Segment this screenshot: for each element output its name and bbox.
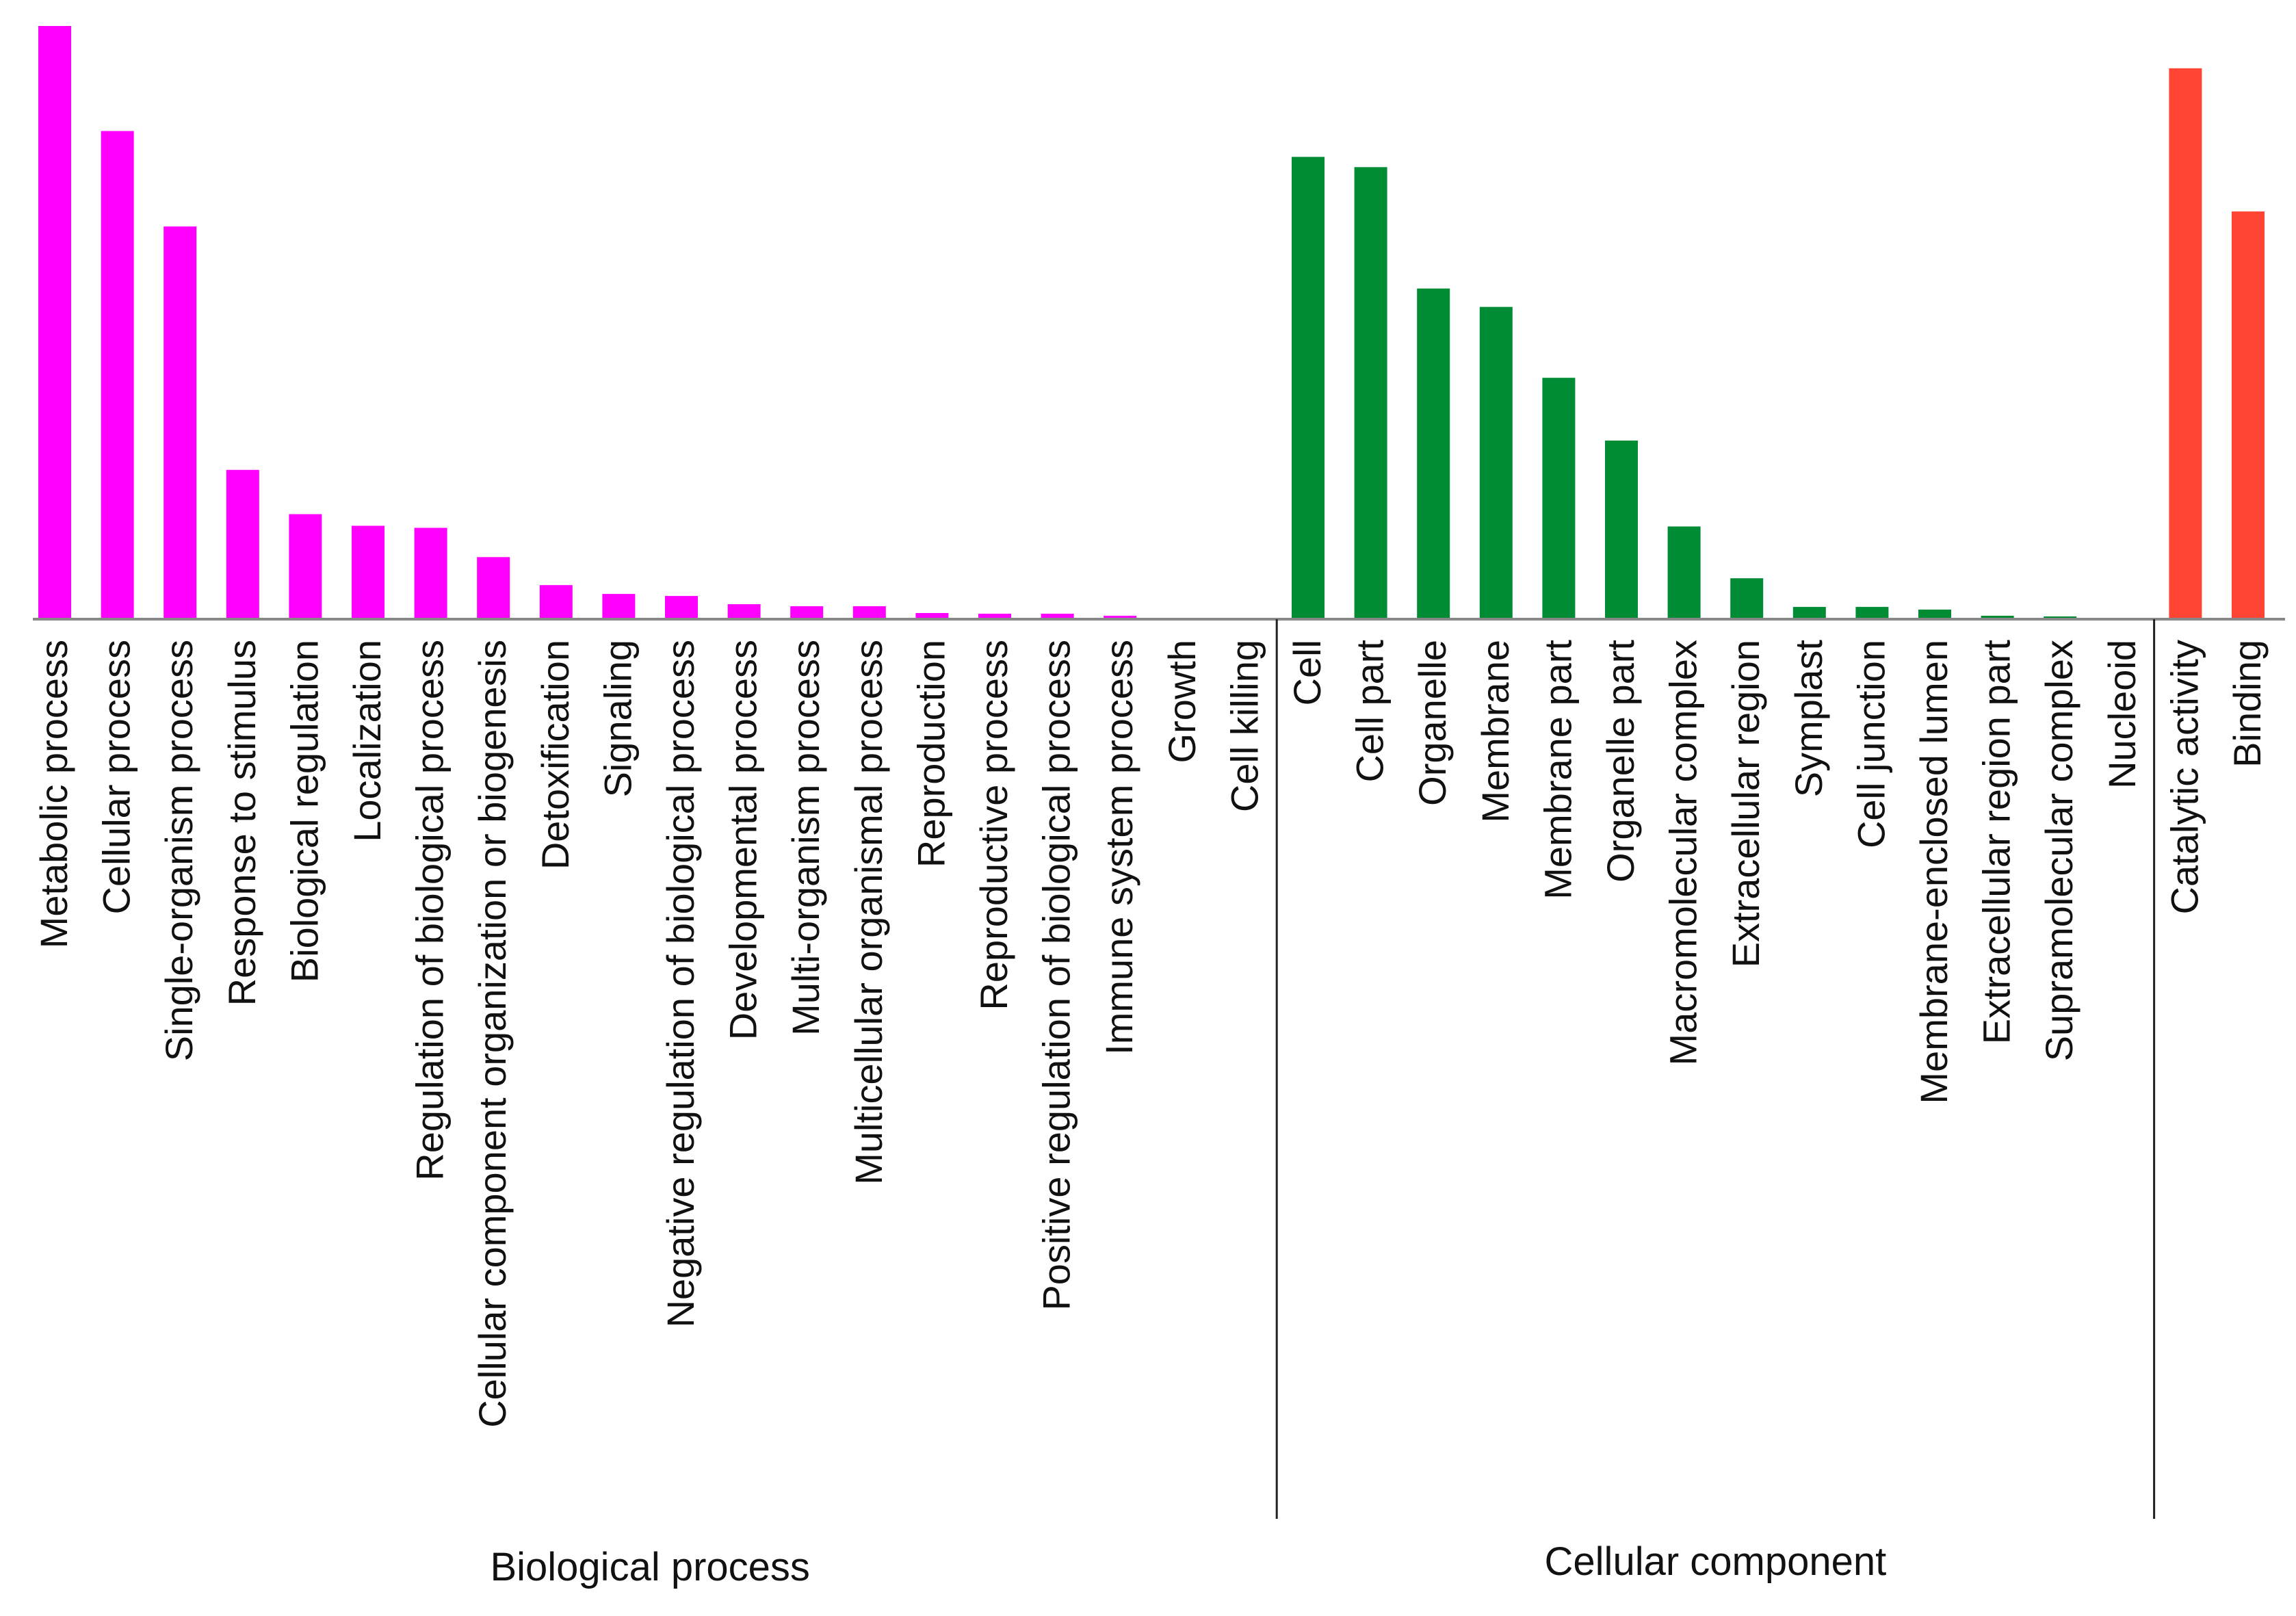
bar-reproductive-process: [978, 614, 1011, 619]
tick-label: Multi-organism process: [784, 640, 827, 1036]
tick-label: Single-organism process: [157, 640, 200, 1061]
bar-cell-junction: [1855, 607, 1889, 619]
tick-label: Organelle part: [1599, 640, 1642, 883]
category-labels-layer: Metabolic process Cellular process Single-…: [32, 640, 2269, 1428]
bar-membrane: [1479, 307, 1513, 619]
tick-label: Signaling: [596, 640, 639, 797]
bar-membrane-enclosed-lumen: [1918, 610, 1951, 619]
group-label: Biological process: [490, 1545, 809, 1589]
tick-label: Multicellular organismal process: [847, 640, 890, 1185]
bar-membrane-part: [1542, 378, 1576, 619]
tick-label: Negative regulation of biological proces…: [659, 640, 702, 1327]
bar-cell-part: [1354, 167, 1387, 620]
bar-positive-regulation-of-biological-process: [1041, 614, 1074, 619]
bar-localization: [352, 525, 384, 619]
tick-label: Organelle: [1411, 640, 1454, 806]
tick-label: Immune system process: [1097, 640, 1140, 1055]
tick-label: Extracellular region: [1724, 640, 1767, 967]
tick-label: Developmental process: [722, 640, 765, 1040]
bar-response-to-stimulus: [226, 469, 259, 619]
bar-extracellular-region-part: [1981, 616, 2014, 619]
bar-macromolecular-complex: [1667, 526, 1701, 619]
tick-label: Cell killing: [1223, 640, 1266, 812]
tick-label: Reproduction: [909, 640, 952, 868]
tick-label: Membrane-enclosed lumen: [1912, 640, 1955, 1104]
tick-label: Catalytic activity: [2163, 640, 2206, 914]
tick-label: Extracellular region part: [1975, 640, 2018, 1045]
tick-label: Response to stimulus: [220, 640, 263, 1006]
tick-label: Regulation of biological process: [408, 640, 452, 1181]
bar-cellular-process: [101, 131, 134, 619]
bar-developmental-process: [727, 604, 761, 619]
tick-label: Symplast: [1787, 640, 1830, 798]
bar-regulation-of-biological-process: [414, 527, 447, 619]
tick-label: Nucleoid: [2100, 640, 2143, 789]
tick-label: Cellular process: [95, 640, 138, 915]
bar-organelle-part: [1605, 440, 1638, 619]
tick-label: Cell part: [1348, 640, 1392, 783]
tick-label: Metabolic process: [32, 640, 75, 948]
tick-label: Cellular component organization or bioge…: [471, 640, 514, 1428]
bar-metabolic-process: [38, 26, 71, 619]
bar-multi-organism-process: [790, 606, 824, 619]
bar-biological-regulation: [289, 514, 322, 619]
tick-label: Positive regulation of biological proces…: [1035, 640, 1078, 1311]
bar-negative-regulation-of-biological-process: [665, 596, 698, 619]
bar-symplast: [1792, 607, 1826, 619]
bars-layer: [38, 26, 2265, 620]
tick-label: Biological regulation: [283, 640, 326, 982]
bar-extracellular-region: [1730, 578, 1764, 619]
tick-label: Cell junction: [1849, 640, 1892, 848]
bar-reproduction: [915, 613, 949, 619]
bar-cellular-component-organization-or-biogenesis: [477, 557, 510, 619]
bar-catalytic-activity: [2169, 68, 2202, 620]
tick-label: Reproductive process: [972, 640, 1015, 1011]
tick-label: Cell: [1286, 640, 1329, 705]
tick-label: Detoxification: [534, 640, 577, 870]
bar-signaling: [602, 594, 636, 619]
tick-label: Membrane: [1474, 640, 1517, 823]
tick-label: Membrane part: [1536, 640, 1579, 900]
bar-multicellular-organismal-process: [852, 606, 886, 619]
group-label: Cellular component: [1545, 1539, 1887, 1584]
bar-cell: [1292, 157, 1325, 620]
bar-organelle: [1417, 288, 1450, 619]
tick-label: Binding: [2226, 640, 2269, 768]
bar-binding: [2232, 211, 2265, 620]
tick-label: Supramolecular complex: [2037, 640, 2080, 1061]
bar-detoxification: [539, 585, 573, 619]
tick-label: Localization: [345, 640, 389, 842]
tick-label: Macromolecular complex: [1662, 640, 1705, 1065]
bar-immune-system-process: [1104, 616, 1137, 619]
bar-single-organism-process: [164, 226, 197, 619]
tick-label: Growth: [1160, 640, 1203, 764]
